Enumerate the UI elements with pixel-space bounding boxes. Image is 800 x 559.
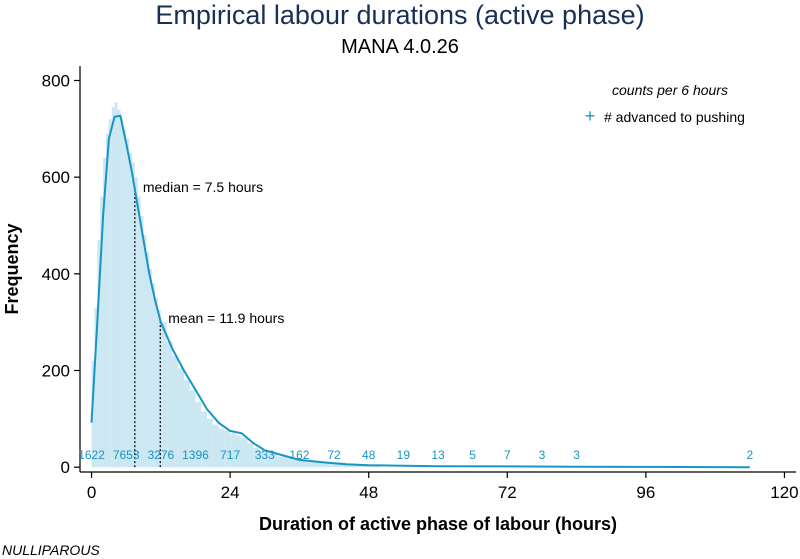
histogram-bar	[100, 196, 104, 468]
y-axis-title: Frequency	[2, 223, 22, 314]
x-tick-label: 120	[770, 483, 798, 502]
histogram-bar	[235, 435, 242, 468]
x-axis-title: Duration of active phase of labour (hour…	[259, 514, 617, 534]
histogram-bar	[137, 196, 141, 468]
legend-plus-marker: +	[584, 106, 596, 126]
y-tick-label: 800	[42, 72, 70, 91]
histogram-bar	[131, 162, 135, 468]
legend-title: counts per 6 hours	[612, 82, 728, 98]
histogram-bar	[140, 215, 144, 468]
count-label: 7653	[113, 448, 140, 462]
x-tick-label: 72	[498, 483, 517, 502]
histogram-bar	[157, 310, 161, 468]
y-tick-label: 400	[42, 265, 70, 284]
count-label: 717	[220, 448, 240, 462]
count-label: 72	[327, 448, 341, 462]
histogram-bar	[218, 428, 225, 468]
histogram-bar	[108, 119, 112, 468]
histogram-bar	[322, 462, 346, 468]
histogram-bar	[178, 368, 184, 468]
density-line	[90, 114, 750, 469]
histogram-bar	[129, 153, 132, 468]
histogram-bar	[166, 341, 173, 468]
histogram-bar	[155, 298, 158, 468]
histogram-bar	[247, 443, 254, 468]
histogram-bar	[310, 461, 323, 468]
histogram-bar	[264, 453, 277, 468]
histogram-bar	[120, 119, 124, 468]
histogram-bar	[299, 460, 311, 468]
x-tick-label: 24	[221, 483, 240, 502]
corner-note: NULLIPAROUS	[2, 542, 100, 558]
count-label: 48	[362, 448, 376, 462]
histogram-bar	[207, 418, 213, 468]
count-label: 333	[255, 448, 275, 462]
histogram-bar	[287, 458, 300, 468]
histogram-bar	[224, 430, 231, 468]
histogram-bar	[276, 456, 288, 468]
histogram-bar	[143, 235, 147, 468]
histogram-bar	[183, 380, 190, 468]
count-label: 3	[573, 448, 580, 462]
count-label: 1622	[78, 448, 105, 462]
count-label: 19	[397, 448, 411, 462]
histogram-bar	[94, 307, 98, 468]
histogram-bar	[201, 411, 208, 468]
count-label: 7	[504, 448, 511, 462]
histogram-bar	[111, 107, 115, 468]
y-tick-label: 0	[61, 458, 70, 477]
histogram-bar	[105, 133, 109, 468]
y-tick-label: 200	[42, 362, 70, 381]
histogram-bar	[195, 401, 202, 468]
histogram-bar	[97, 240, 101, 468]
mean-annotation: mean = 11.9 hours	[168, 309, 285, 326]
histogram-bar	[160, 322, 167, 468]
histogram-bar	[146, 252, 150, 468]
legend-entry-label: # advanced to pushing	[604, 108, 745, 125]
x-tick-label: 48	[359, 483, 378, 502]
median-annotation: median = 7.5 hours	[142, 179, 264, 196]
histogram-bar	[123, 128, 127, 468]
histogram-bar	[259, 450, 265, 468]
histogram-bar	[230, 433, 236, 468]
legend-entry: + # advanced to pushing	[580, 106, 745, 127]
x-tick-label: 96	[636, 483, 655, 502]
histogram-bar	[212, 424, 219, 468]
chart-subtitle: MANA 4.0.26	[341, 36, 459, 58]
x-tick-label: 0	[87, 483, 96, 502]
histogram-bar	[117, 109, 121, 468]
histogram-bar	[149, 269, 153, 468]
chart-title: Empirical labour durations (active phase…	[155, 0, 645, 30]
histogram-bar	[114, 102, 118, 468]
histogram-bar	[126, 138, 130, 468]
histogram-bar	[253, 447, 259, 468]
histogram-bar	[134, 177, 138, 468]
histogram-bar	[241, 438, 248, 468]
count-label: 1396	[182, 448, 209, 462]
count-label: 162	[289, 448, 309, 462]
count-label: 3276	[147, 448, 174, 462]
count-label: 2	[746, 448, 753, 462]
y-tick-label: 600	[42, 168, 70, 187]
histogram-bar	[152, 283, 156, 468]
count-label: 5	[469, 448, 476, 462]
histogram-bar	[103, 157, 106, 468]
count-label: 3	[539, 448, 546, 462]
histogram-bar	[172, 356, 179, 468]
count-label: 13	[431, 448, 445, 462]
histogram-bar	[189, 389, 196, 468]
